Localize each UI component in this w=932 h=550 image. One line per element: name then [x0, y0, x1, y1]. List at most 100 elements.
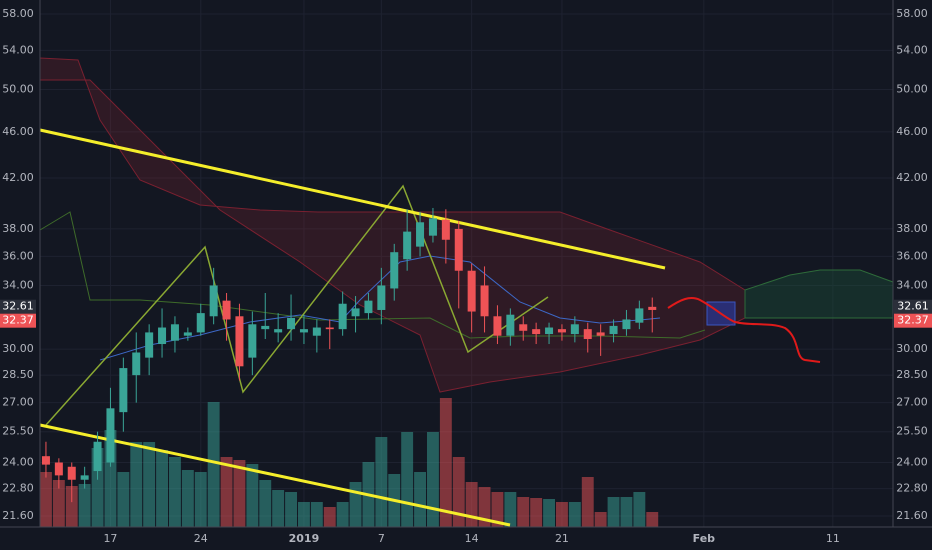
candle-body: [532, 329, 541, 335]
y-tick-label: 46.00: [2, 125, 34, 138]
y-tick-label: 50.00: [896, 82, 928, 95]
candle-body: [545, 327, 554, 335]
volume-bar: [504, 492, 517, 527]
y-tick-label: 22.80: [2, 482, 34, 495]
candle-body: [583, 329, 592, 340]
volume-bar: [259, 480, 272, 527]
zigzag: [45, 184, 549, 426]
candle-body: [248, 324, 257, 358]
volume-bar: [568, 502, 581, 527]
y-tick-label: 46.00: [896, 125, 928, 138]
volume-bar: [40, 472, 52, 527]
candle-body: [570, 324, 579, 335]
volume-bar: [633, 492, 646, 527]
volume-bar: [530, 498, 543, 527]
x-tick-label: 17: [103, 532, 117, 545]
candle-body: [403, 231, 412, 260]
volume-bar: [581, 477, 594, 527]
cloud-red: [39, 57, 746, 393]
price-label: 32.61: [2, 300, 34, 313]
price-label-box: [0, 299, 36, 314]
volume-bar: [143, 442, 156, 527]
candle-body: [299, 329, 308, 333]
candle-body: [274, 329, 283, 333]
candle-body: [454, 228, 463, 271]
volume-bar: [478, 487, 491, 527]
volume-bar: [414, 472, 426, 527]
y-tick-label: 36.00: [896, 249, 928, 262]
volume-bar: [91, 448, 104, 527]
price-label-box: [894, 313, 932, 328]
volume-bar: [349, 482, 362, 527]
y-tick-label: 22.80: [896, 482, 928, 495]
y-tick-label: 50.00: [2, 82, 34, 95]
price-label-box: [0, 313, 36, 328]
candle-body: [196, 313, 205, 333]
candle-body: [287, 317, 296, 330]
candle-body: [648, 306, 657, 310]
y-tick-label: 42.00: [2, 171, 34, 184]
volume-bar: [607, 497, 620, 527]
candle-body: [480, 285, 489, 317]
candle-body: [325, 327, 334, 330]
candle-body: [209, 285, 218, 317]
candle-body: [93, 441, 102, 472]
mark-layer: [41, 207, 657, 503]
volume-bar: [401, 432, 414, 527]
volume-bar: [181, 470, 194, 527]
candle-body: [596, 332, 605, 336]
candle-body: [635, 308, 644, 323]
candle-body: [416, 222, 425, 247]
volume-bar: [104, 430, 117, 527]
y-tick-label: 42.00: [896, 171, 928, 184]
volume-bar: [336, 502, 349, 527]
y-tick-label: 24.00: [2, 456, 34, 469]
volume-bar: [156, 450, 168, 527]
y-tick-label: 34.00: [2, 278, 34, 291]
candle-body: [622, 319, 631, 330]
volume-bar: [491, 492, 504, 527]
candle-body: [506, 314, 515, 336]
volume-bar: [246, 464, 259, 527]
volume-bar: [65, 486, 78, 527]
y-tick-label: 36.00: [2, 249, 34, 262]
volume-bar: [543, 499, 555, 527]
volume-bar: [310, 502, 323, 527]
price-label: 32.61: [897, 300, 929, 313]
volume-bar: [452, 457, 465, 527]
volume-bar: [52, 480, 65, 527]
y-tick-label: 38.00: [2, 222, 34, 235]
y-tick-label: 21.60: [896, 509, 928, 522]
candle-body: [132, 352, 141, 376]
volume-bar: [298, 502, 310, 527]
volume-bar: [620, 497, 633, 527]
candle-body: [312, 327, 321, 336]
candle-body: [467, 270, 476, 312]
candle-body: [41, 456, 50, 465]
kijun-line: [99, 255, 661, 361]
y-tick-label: 54.00: [896, 43, 928, 56]
candle-body: [390, 252, 399, 289]
x-tick-label: 24: [194, 532, 208, 545]
y-tick-label: 28.50: [2, 368, 34, 381]
volume-bar: [517, 497, 530, 527]
volume-bar: [233, 460, 246, 527]
candle-body: [158, 327, 167, 345]
volume-bar: [323, 507, 336, 527]
candle-body: [54, 462, 63, 476]
candle-body: [235, 316, 244, 367]
y-tick-label: 27.00: [896, 396, 928, 409]
candle-body: [106, 408, 115, 463]
volume-bar: [556, 502, 568, 527]
volume-bar: [169, 457, 181, 527]
y-tick-label: 58.00: [896, 7, 928, 20]
volume-bar: [194, 472, 207, 527]
volume-bar: [465, 482, 478, 527]
candle-body: [170, 324, 179, 341]
volume-bar: [78, 484, 91, 527]
x-tick-label: 14: [465, 532, 479, 545]
x-tick-label: 21: [555, 532, 569, 545]
